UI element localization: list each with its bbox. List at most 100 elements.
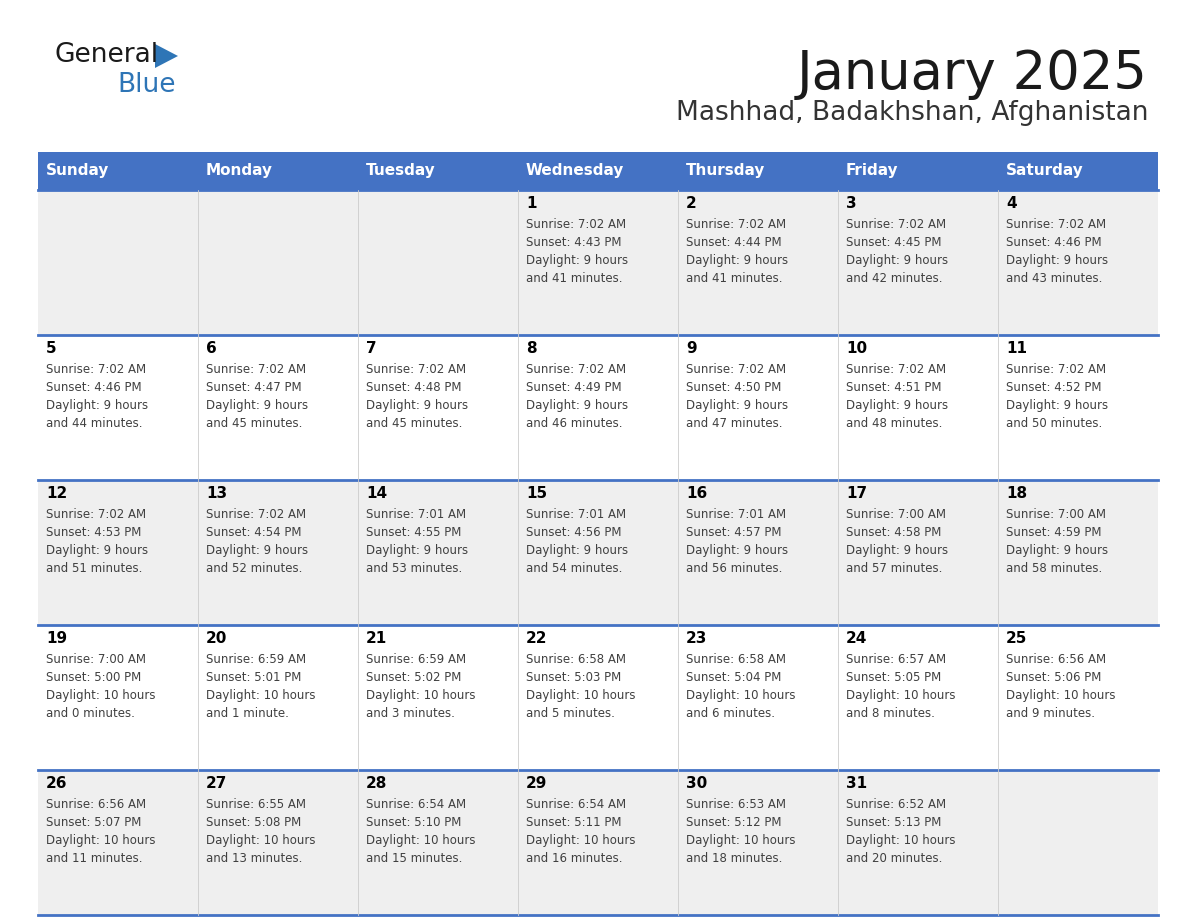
Text: Mashhad, Badakhshan, Afghanistan: Mashhad, Badakhshan, Afghanistan xyxy=(676,100,1148,126)
Text: 7: 7 xyxy=(366,341,377,356)
Bar xyxy=(38,625,1158,770)
Text: Sunset: 5:12 PM: Sunset: 5:12 PM xyxy=(685,816,782,829)
Text: Sunrise: 7:02 AM: Sunrise: 7:02 AM xyxy=(685,218,786,231)
Text: Sunrise: 6:53 AM: Sunrise: 6:53 AM xyxy=(685,798,786,811)
Text: Sunset: 4:46 PM: Sunset: 4:46 PM xyxy=(46,381,141,394)
Text: Sunset: 5:10 PM: Sunset: 5:10 PM xyxy=(366,816,461,829)
Text: Sunrise: 6:54 AM: Sunrise: 6:54 AM xyxy=(366,798,466,811)
Text: Sunset: 4:51 PM: Sunset: 4:51 PM xyxy=(846,381,942,394)
Text: and 11 minutes.: and 11 minutes. xyxy=(46,852,143,865)
Text: 5: 5 xyxy=(46,341,57,356)
Text: Daylight: 9 hours: Daylight: 9 hours xyxy=(46,544,148,557)
Text: Sunrise: 7:00 AM: Sunrise: 7:00 AM xyxy=(846,508,946,521)
Text: Sunrise: 7:00 AM: Sunrise: 7:00 AM xyxy=(1006,508,1106,521)
Text: Sunset: 5:07 PM: Sunset: 5:07 PM xyxy=(46,816,141,829)
Text: and 54 minutes.: and 54 minutes. xyxy=(526,562,623,575)
Text: Daylight: 9 hours: Daylight: 9 hours xyxy=(1006,399,1108,412)
Text: and 43 minutes.: and 43 minutes. xyxy=(1006,272,1102,285)
Text: Daylight: 10 hours: Daylight: 10 hours xyxy=(846,834,955,847)
Text: 21: 21 xyxy=(366,631,387,646)
Text: and 6 minutes.: and 6 minutes. xyxy=(685,707,775,720)
Text: Daylight: 9 hours: Daylight: 9 hours xyxy=(1006,254,1108,267)
Text: Sunset: 4:59 PM: Sunset: 4:59 PM xyxy=(1006,526,1101,539)
Text: 12: 12 xyxy=(46,486,68,501)
Text: and 3 minutes.: and 3 minutes. xyxy=(366,707,455,720)
Text: Sunset: 5:01 PM: Sunset: 5:01 PM xyxy=(206,671,302,684)
Text: Daylight: 10 hours: Daylight: 10 hours xyxy=(46,689,156,702)
Text: Sunrise: 6:54 AM: Sunrise: 6:54 AM xyxy=(526,798,626,811)
Text: Daylight: 9 hours: Daylight: 9 hours xyxy=(846,399,948,412)
Text: 16: 16 xyxy=(685,486,707,501)
Text: and 50 minutes.: and 50 minutes. xyxy=(1006,417,1102,430)
Text: Sunrise: 7:01 AM: Sunrise: 7:01 AM xyxy=(685,508,786,521)
Text: Sunset: 4:54 PM: Sunset: 4:54 PM xyxy=(206,526,302,539)
Polygon shape xyxy=(154,44,178,68)
Text: and 0 minutes.: and 0 minutes. xyxy=(46,707,135,720)
Text: Sunrise: 6:56 AM: Sunrise: 6:56 AM xyxy=(46,798,146,811)
Text: 19: 19 xyxy=(46,631,68,646)
Text: 11: 11 xyxy=(1006,341,1026,356)
Text: Thursday: Thursday xyxy=(685,163,765,178)
Text: 24: 24 xyxy=(846,631,867,646)
Text: Daylight: 9 hours: Daylight: 9 hours xyxy=(46,399,148,412)
Bar xyxy=(38,770,1158,915)
Text: Sunrise: 7:02 AM: Sunrise: 7:02 AM xyxy=(1006,218,1106,231)
Text: and 45 minutes.: and 45 minutes. xyxy=(366,417,462,430)
Text: Daylight: 10 hours: Daylight: 10 hours xyxy=(685,834,796,847)
Text: Sunrise: 7:02 AM: Sunrise: 7:02 AM xyxy=(46,363,146,376)
Text: 6: 6 xyxy=(206,341,216,356)
Bar xyxy=(38,190,1158,335)
Text: and 58 minutes.: and 58 minutes. xyxy=(1006,562,1102,575)
Text: 20: 20 xyxy=(206,631,227,646)
Text: and 41 minutes.: and 41 minutes. xyxy=(526,272,623,285)
Text: 13: 13 xyxy=(206,486,227,501)
Text: Sunset: 5:11 PM: Sunset: 5:11 PM xyxy=(526,816,621,829)
Text: 31: 31 xyxy=(846,776,867,791)
Text: Sunset: 4:46 PM: Sunset: 4:46 PM xyxy=(1006,236,1101,249)
Text: and 16 minutes.: and 16 minutes. xyxy=(526,852,623,865)
Text: Sunrise: 7:02 AM: Sunrise: 7:02 AM xyxy=(526,218,626,231)
Text: 2: 2 xyxy=(685,196,696,211)
Text: Sunrise: 6:59 AM: Sunrise: 6:59 AM xyxy=(366,653,466,666)
Text: Sunrise: 6:55 AM: Sunrise: 6:55 AM xyxy=(206,798,307,811)
Text: 28: 28 xyxy=(366,776,387,791)
Text: and 41 minutes.: and 41 minutes. xyxy=(685,272,783,285)
Text: and 56 minutes.: and 56 minutes. xyxy=(685,562,783,575)
Text: 23: 23 xyxy=(685,631,707,646)
Text: Sunset: 5:00 PM: Sunset: 5:00 PM xyxy=(46,671,141,684)
Text: Daylight: 9 hours: Daylight: 9 hours xyxy=(206,544,308,557)
Bar xyxy=(38,152,1158,190)
Text: Sunrise: 7:02 AM: Sunrise: 7:02 AM xyxy=(1006,363,1106,376)
Text: Sunset: 5:05 PM: Sunset: 5:05 PM xyxy=(846,671,941,684)
Bar xyxy=(38,480,1158,625)
Text: Daylight: 9 hours: Daylight: 9 hours xyxy=(366,544,468,557)
Text: and 44 minutes.: and 44 minutes. xyxy=(46,417,143,430)
Text: Sunset: 4:48 PM: Sunset: 4:48 PM xyxy=(366,381,461,394)
Text: Sunset: 5:13 PM: Sunset: 5:13 PM xyxy=(846,816,941,829)
Text: Daylight: 10 hours: Daylight: 10 hours xyxy=(46,834,156,847)
Text: Sunrise: 7:02 AM: Sunrise: 7:02 AM xyxy=(206,363,307,376)
Text: General: General xyxy=(55,42,159,68)
Text: Daylight: 9 hours: Daylight: 9 hours xyxy=(685,399,788,412)
Text: Sunrise: 7:01 AM: Sunrise: 7:01 AM xyxy=(366,508,466,521)
Text: Daylight: 10 hours: Daylight: 10 hours xyxy=(206,689,316,702)
Text: Daylight: 10 hours: Daylight: 10 hours xyxy=(526,834,636,847)
Text: Sunrise: 7:02 AM: Sunrise: 7:02 AM xyxy=(366,363,466,376)
Text: Sunrise: 7:02 AM: Sunrise: 7:02 AM xyxy=(46,508,146,521)
Text: 22: 22 xyxy=(526,631,548,646)
Text: and 13 minutes.: and 13 minutes. xyxy=(206,852,303,865)
Text: Daylight: 9 hours: Daylight: 9 hours xyxy=(366,399,468,412)
Text: Sunrise: 7:02 AM: Sunrise: 7:02 AM xyxy=(846,363,946,376)
Text: Sunrise: 6:58 AM: Sunrise: 6:58 AM xyxy=(526,653,626,666)
Text: Sunrise: 6:52 AM: Sunrise: 6:52 AM xyxy=(846,798,946,811)
Text: Daylight: 10 hours: Daylight: 10 hours xyxy=(1006,689,1116,702)
Text: and 42 minutes.: and 42 minutes. xyxy=(846,272,942,285)
Text: 29: 29 xyxy=(526,776,548,791)
Text: and 20 minutes.: and 20 minutes. xyxy=(846,852,942,865)
Text: Friday: Friday xyxy=(846,163,898,178)
Text: and 8 minutes.: and 8 minutes. xyxy=(846,707,935,720)
Text: 27: 27 xyxy=(206,776,227,791)
Text: and 52 minutes.: and 52 minutes. xyxy=(206,562,303,575)
Text: 30: 30 xyxy=(685,776,707,791)
Text: and 18 minutes.: and 18 minutes. xyxy=(685,852,783,865)
